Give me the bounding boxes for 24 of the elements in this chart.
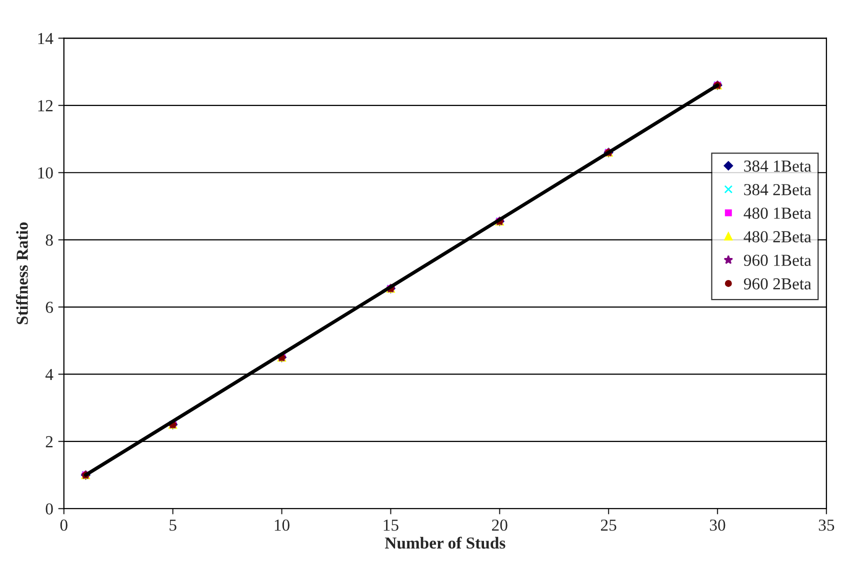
x-tick-label: 30: [710, 520, 726, 531]
y-tick-label: 4: [45, 369, 54, 380]
y-tick-label: 12: [38, 100, 53, 112]
legend-label: 480 2Beta: [744, 231, 812, 242]
y-tick-label: 14: [38, 33, 54, 44]
x-tick-label: 5: [170, 520, 176, 531]
legend-label: 960 1Beta: [744, 254, 812, 266]
y-tick-label: 6: [46, 302, 53, 313]
x-tick-label: 25: [600, 520, 616, 531]
legend-label: 384 2Beta: [744, 184, 812, 196]
legend-label: 480 1Beta: [744, 208, 812, 219]
x-tick-label: 0: [60, 520, 68, 531]
x-tick-label: 20: [492, 520, 508, 531]
y-tick-label: 2: [46, 436, 53, 448]
x-axis-title: Number of Studs: [384, 536, 506, 549]
legend-label: 384 1Beta: [744, 160, 812, 172]
y-tick-label: 0: [46, 503, 53, 515]
y-axis-title: Stiffness Ratio: [16, 222, 28, 324]
y-tick-label: 10: [38, 167, 53, 179]
x-tick-label: 15: [384, 520, 398, 531]
x-tick-label: 10: [274, 520, 290, 531]
x-tick-label: 35: [818, 520, 834, 531]
y-tick-label: 8: [46, 234, 53, 246]
legend-label: 960 2Beta: [744, 278, 812, 290]
